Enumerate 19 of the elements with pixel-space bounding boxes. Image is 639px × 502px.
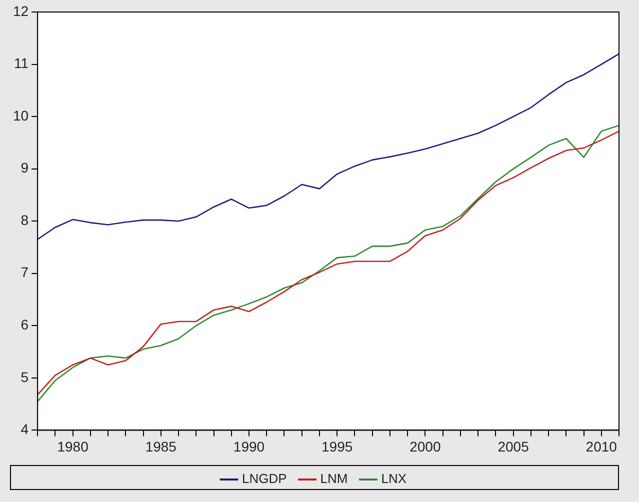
legend-label: LNX [381, 471, 407, 486]
y-tick-label: 11 [14, 55, 29, 72]
x-tick-label: 1990 [233, 438, 265, 454]
x-tick-label: 1980 [57, 438, 89, 454]
legend-label: LNGDP [242, 471, 287, 486]
x-tick-label: 1995 [322, 438, 353, 454]
y-tick-label: 4 [20, 421, 29, 438]
y-tick-label: 10 [12, 107, 29, 124]
y-tick-label: 12 [12, 2, 29, 19]
x-tick-label: 2000 [410, 438, 441, 454]
y-tick-label: 5 [20, 368, 29, 385]
x-tick-label: 2010 [586, 438, 618, 454]
legend-label: LNM [320, 471, 348, 486]
x-tick-label: 2005 [498, 438, 530, 454]
x-tick-label: 1985 [145, 438, 177, 454]
y-tick-label: 7 [20, 264, 29, 280]
y-tick-label: 8 [20, 212, 29, 228]
y-tick-label: 9 [20, 160, 29, 176]
y-tick-label: 6 [20, 316, 29, 333]
